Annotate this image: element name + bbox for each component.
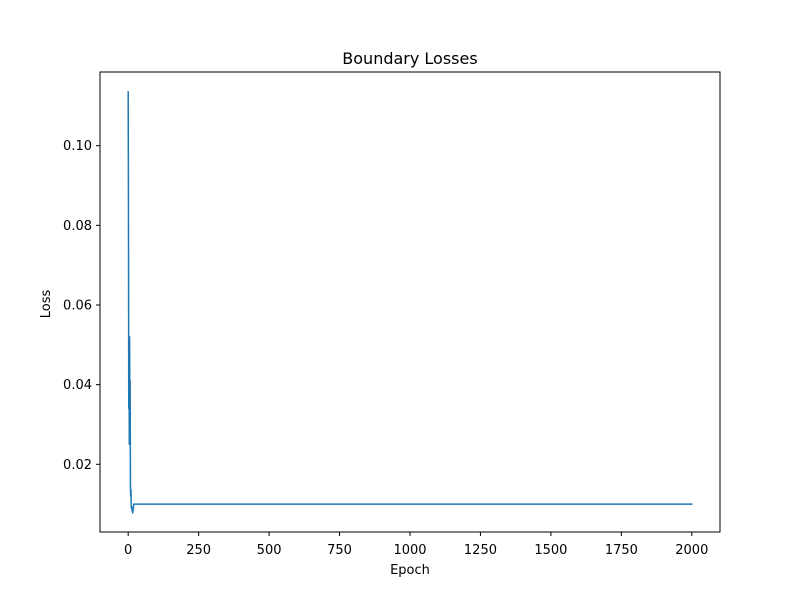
y-tick-label: 0.06 (63, 298, 92, 313)
x-tick-label: 1500 (534, 543, 567, 558)
y-axis: 0.02 0.04 0.06 0.08 0.10 (63, 139, 100, 473)
loss-series-line (127, 91, 693, 514)
x-tick-label: 1250 (464, 543, 497, 558)
plot-area (127, 91, 693, 514)
x-axis: 0 250 500 750 1000 1250 1500 1750 2000 (124, 532, 708, 558)
y-tick-label: 0.02 (63, 458, 92, 473)
y-tick-label: 0.04 (63, 378, 92, 393)
x-tick-label: 2000 (675, 543, 708, 558)
y-tick-label: 0.08 (63, 219, 92, 234)
x-tick-label: 1750 (605, 543, 638, 558)
chart-title: Boundary Losses (342, 49, 477, 68)
x-axis-label: Epoch (390, 563, 430, 578)
x-tick-label: 750 (327, 543, 352, 558)
x-tick-label: 500 (257, 543, 282, 558)
axes-frame (99, 71, 721, 533)
y-tick-label: 0.10 (63, 139, 92, 154)
y-axis-label: Loss (39, 290, 54, 319)
x-tick-label: 1000 (393, 543, 426, 558)
x-tick-label: 250 (186, 543, 211, 558)
x-tick-label: 0 (124, 543, 132, 558)
